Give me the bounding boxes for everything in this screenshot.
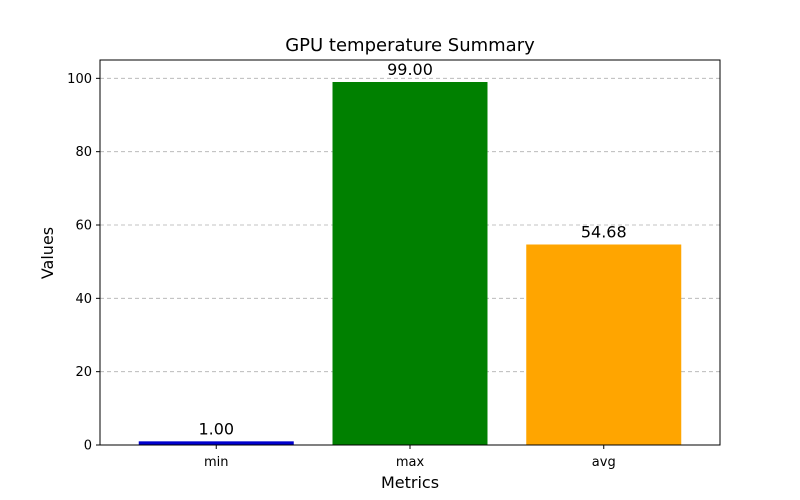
y-tick-label: 100	[67, 72, 92, 87]
data-label-avg: 54.68	[581, 223, 627, 242]
y-tick-label: 0	[84, 439, 92, 454]
bars	[138, 82, 682, 445]
bar-min	[138, 441, 294, 445]
y-tick-label: 60	[75, 219, 92, 234]
data-label-max: 99.00	[387, 60, 433, 79]
data-label-min: 1.00	[198, 419, 234, 438]
bar-max	[332, 82, 488, 445]
data-labels: 1.00 99.00 54.68	[198, 60, 626, 438]
x-tick-label-avg: avg	[592, 455, 616, 470]
y-axis-ticks: 0 20 40 60 80 100	[67, 72, 100, 454]
y-tick-label: 80	[75, 145, 92, 160]
x-tick-label-max: max	[396, 455, 425, 470]
x-tick-label-min: min	[204, 455, 229, 470]
y-tick-label: 20	[75, 365, 92, 380]
x-axis-label: Metrics	[381, 473, 439, 492]
x-axis-ticks: min max avg	[204, 445, 616, 470]
chart-title: GPU temperature Summary	[285, 35, 535, 56]
y-axis-label: Values	[38, 227, 57, 279]
y-tick-label: 40	[75, 292, 92, 307]
bar-avg	[526, 244, 682, 445]
